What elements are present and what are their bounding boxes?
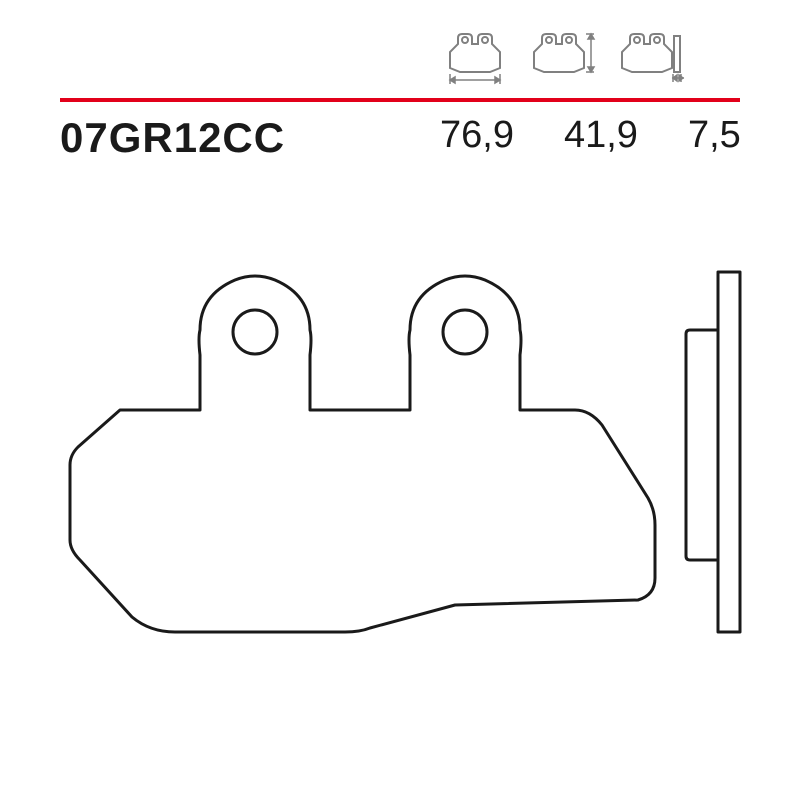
height-dimension-icon [528,30,598,90]
dimensions-row: 76,9 41,9 7,5 [440,114,741,157]
accent-divider-line [60,98,740,102]
width-value: 76,9 [440,114,514,157]
front-view [70,276,655,632]
side-view [686,272,740,632]
thickness-dimension-icon [616,30,686,90]
height-value: 41,9 [564,114,638,157]
technical-drawing [50,260,750,700]
part-number-text: 07GR12CC [60,114,285,162]
diagram-container: 07GR12CC 76,9 41,9 7,5 [0,0,800,800]
dimension-icons-row [440,30,686,90]
thickness-value: 7,5 [688,114,741,157]
width-dimension-icon [440,30,510,90]
